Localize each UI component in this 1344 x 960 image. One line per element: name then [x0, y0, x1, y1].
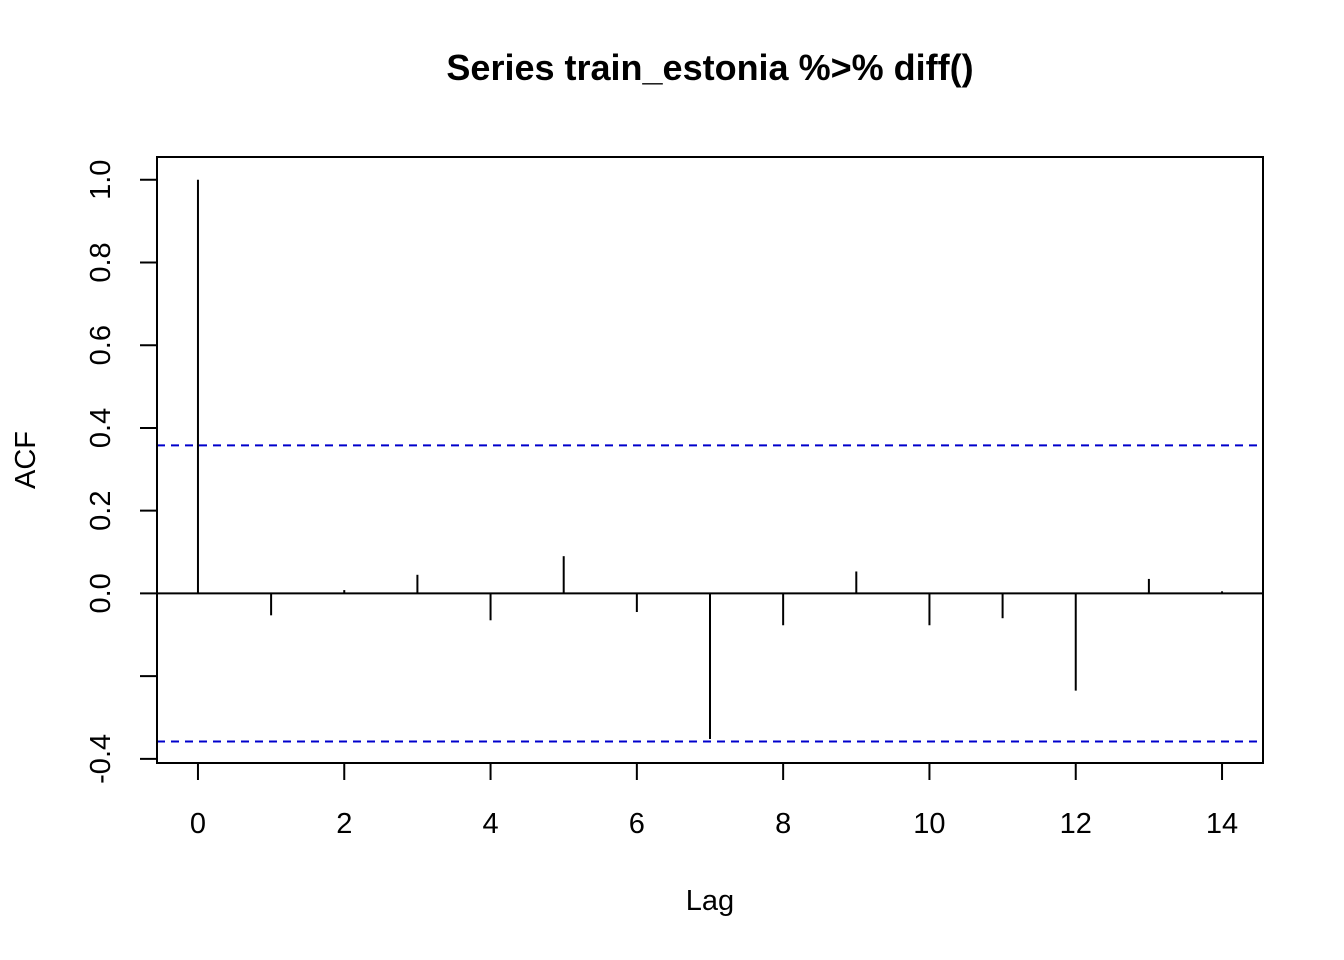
x-tick-label-8: 8	[775, 808, 791, 840]
chart-title: Series train_estonia %>% diff()	[446, 47, 973, 88]
x-tick-label-14: 14	[1206, 808, 1238, 840]
x-tick-label-10: 10	[913, 808, 945, 840]
y-tick-label-4: 0.4	[85, 408, 117, 448]
x-tick-label-6: 6	[629, 808, 645, 840]
x-tick-label-12: 12	[1060, 808, 1092, 840]
y-tick-label-0: -0.4	[85, 734, 117, 784]
y-tick-label-2: 0.0	[85, 573, 117, 613]
x-tick-label-4: 4	[482, 808, 498, 840]
x-tick-label-2: 2	[336, 808, 352, 840]
chart-marks: 0 2 4 6 8 10 12 14 -0.4 0.0 0.2 0.4 0.6 0.8 1.0	[85, 160, 1263, 840]
y-tick-label-7: 1.0	[85, 160, 117, 200]
x-axis-label: Lag	[686, 885, 734, 917]
x-tick-label-0: 0	[190, 808, 206, 840]
y-axis-label: ACF	[10, 431, 42, 489]
y-tick-label-3: 0.2	[85, 491, 117, 531]
y-tick-label-5: 0.6	[85, 325, 117, 365]
y-tick-label-6: 0.8	[85, 242, 117, 282]
